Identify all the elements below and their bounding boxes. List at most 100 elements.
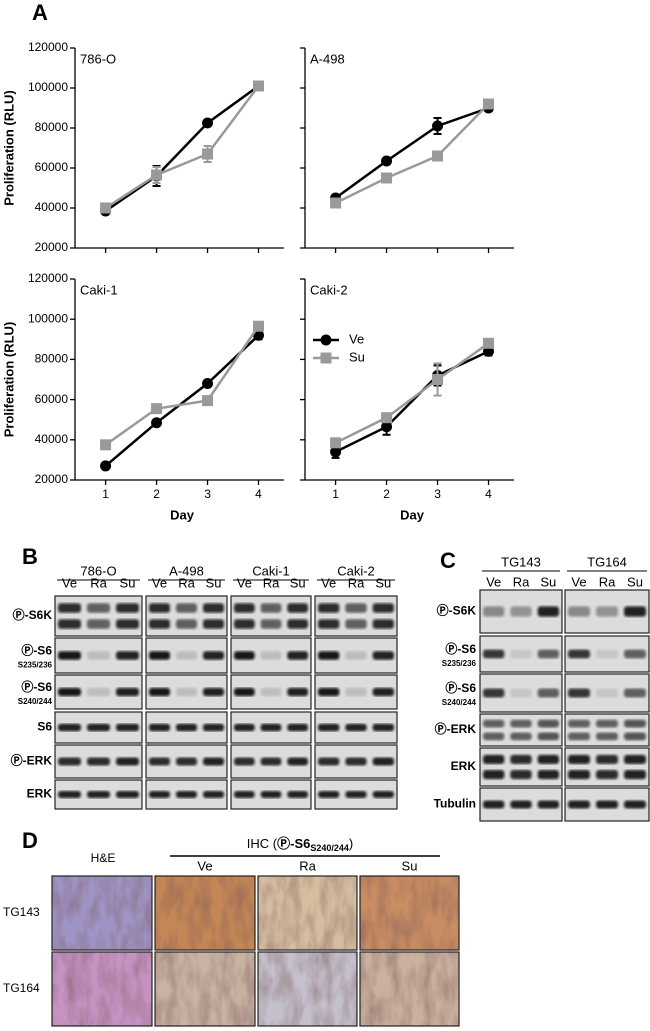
- band: [483, 606, 505, 617]
- y-tick-label: 120000: [28, 271, 68, 285]
- band: [287, 619, 308, 629]
- band: [58, 603, 81, 613]
- band: [203, 791, 224, 798]
- row-sublabel: S235/236: [442, 659, 477, 668]
- band: [260, 651, 282, 660]
- band: [234, 791, 255, 798]
- series-line: [104, 334, 260, 467]
- marker: [381, 421, 393, 433]
- marker: [151, 417, 163, 429]
- group-label: TG164: [587, 554, 627, 569]
- band: [510, 719, 532, 728]
- lane-label: Su: [540, 574, 556, 589]
- line-chart: 1 2 3 4 Caki-2 Day Ve Su: [300, 278, 514, 522]
- band: [149, 757, 170, 766]
- band: [345, 603, 367, 613]
- he-label: H&E: [91, 851, 116, 865]
- band: [624, 606, 646, 617]
- tissue-frame: [154, 951, 256, 1027]
- band: [203, 651, 224, 660]
- row-label: Ⓟ-ERK: [11, 753, 53, 768]
- lane-label: Ve: [486, 574, 501, 589]
- y-tick-label: 40000: [35, 200, 69, 214]
- blot-frame: [564, 747, 650, 787]
- marker: [253, 329, 265, 341]
- y-tick-label: 120000: [28, 40, 68, 54]
- row-label: TG143: [3, 905, 40, 919]
- band: [234, 619, 255, 629]
- series-line: [335, 350, 490, 453]
- tissue-texture: [360, 876, 459, 950]
- blot-frame: [314, 595, 398, 637]
- band: [318, 687, 340, 697]
- x-tick-label: 2: [383, 487, 390, 501]
- x-axis-label: Day: [170, 507, 195, 522]
- x-tick-label: 4: [485, 487, 492, 501]
- marker: [330, 437, 342, 449]
- band: [149, 723, 170, 732]
- band: [568, 649, 590, 659]
- band: [176, 687, 197, 697]
- ihc: H&E IHC (Ⓟ-S6S240/244) Ve Ra Su TG143 TG164: [3, 836, 460, 1027]
- marker: [432, 150, 444, 162]
- band: [345, 757, 367, 766]
- marker: [202, 148, 214, 160]
- band: [624, 754, 646, 764]
- y-tick-label: 100000: [28, 80, 68, 94]
- band: [318, 619, 340, 629]
- series-line: [104, 85, 260, 210]
- blot-frame: [54, 595, 143, 637]
- band: [624, 719, 646, 728]
- lane-label: Ra: [599, 574, 616, 589]
- marker: [202, 395, 214, 407]
- band: [318, 651, 340, 660]
- band: [510, 754, 532, 764]
- band: [116, 757, 139, 766]
- band: [87, 757, 110, 766]
- band: [287, 687, 308, 697]
- band: [116, 791, 139, 798]
- band: [176, 757, 197, 766]
- band: [58, 687, 81, 697]
- tissue-texture: [258, 952, 357, 1026]
- band: [372, 723, 394, 732]
- tissue-frame: [51, 875, 153, 951]
- band: [87, 603, 110, 613]
- band: [176, 791, 197, 798]
- band: [87, 723, 110, 732]
- band: [624, 770, 646, 780]
- group-label: TG143: [501, 554, 541, 569]
- band: [596, 606, 618, 617]
- band: [510, 732, 532, 741]
- band: [176, 723, 197, 732]
- blot-frame: [564, 713, 650, 747]
- row-label: Tubulin: [434, 797, 476, 811]
- band: [483, 688, 505, 698]
- marker: [100, 202, 112, 214]
- chart-title: A-498: [310, 51, 345, 66]
- marker: [100, 460, 112, 472]
- lane-label: Ra: [90, 575, 107, 590]
- band: [176, 619, 197, 629]
- band: [510, 649, 532, 659]
- marker: [483, 98, 495, 110]
- band: [260, 687, 282, 697]
- band: [372, 687, 394, 697]
- row-label: Ⓟ-S6: [21, 643, 52, 658]
- lane-label: Su: [206, 575, 222, 590]
- row-label: Ⓟ-S6K: [13, 607, 53, 622]
- tissue-texture: [52, 876, 152, 950]
- band: [624, 732, 646, 741]
- marker: [253, 80, 265, 92]
- band: [537, 732, 559, 741]
- band: [260, 757, 282, 766]
- lane-label: Ve: [571, 574, 586, 589]
- row-label: Ⓟ-S6K: [437, 603, 477, 618]
- lane-label: Su: [627, 574, 643, 589]
- row-sublabel: S240/244: [18, 697, 53, 706]
- row-label: Ⓟ-S6: [21, 679, 52, 694]
- panel-label: D: [22, 828, 38, 853]
- band: [537, 649, 559, 659]
- marker: [381, 412, 393, 424]
